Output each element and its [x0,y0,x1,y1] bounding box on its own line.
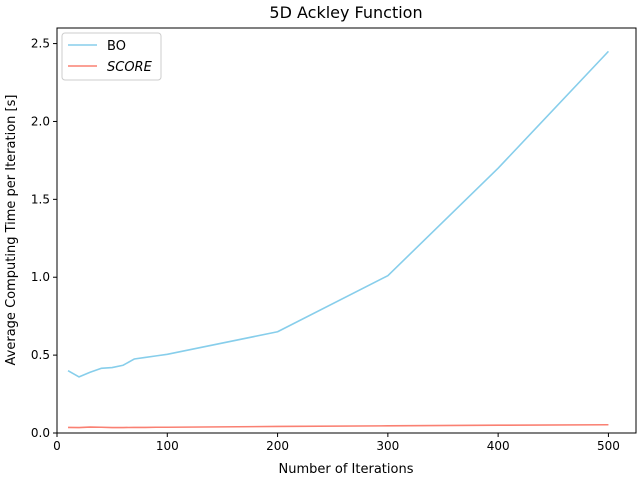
legend-label-bo: BO [107,39,126,54]
x-tick-label: 500 [597,439,620,453]
y-tick-label: 1.0 [31,270,50,284]
series-line-bo [67,50,610,378]
x-tick-label: 400 [487,439,510,453]
x-tick-label: 0 [53,439,61,453]
y-tick-label: 0.0 [31,426,50,440]
x-tick-label: 200 [266,439,289,453]
x-axis-label: Number of Iterations [279,462,414,477]
y-tick-label: 0.5 [31,348,50,362]
axes: 0 100 200 300 400 500 0.0 0.5 1.0 1.5 2.0 2.5 [31,27,637,453]
series-line-score [68,423,609,429]
plot-lines [67,50,610,429]
x-tick-label: 300 [376,439,399,453]
y-tick-label: 2.0 [31,114,50,128]
legend: BO SCORE [61,32,162,81]
y-axis-label: Average Computing Time per Iteration [s] [4,95,19,366]
y-tick-label: 2.5 [31,37,50,51]
plot-frame [56,27,637,434]
y-tick-label: 1.5 [31,192,50,206]
x-tick-label: 100 [156,439,179,453]
chart-title: 5D Ackley Function [269,3,422,22]
legend-label-score: SCORE [107,60,153,75]
